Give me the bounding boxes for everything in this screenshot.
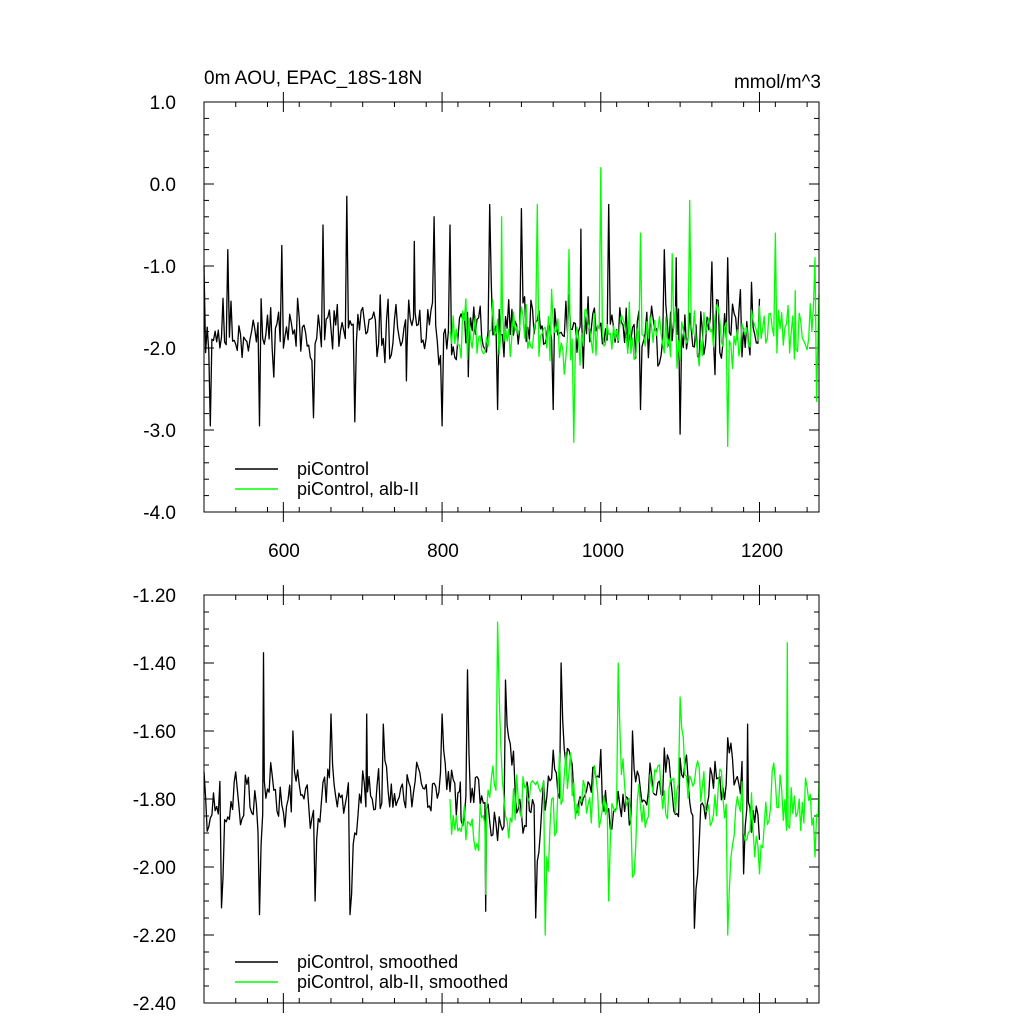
bottom-legend: piControl, smoothed piControl, alb-II, s… — [235, 952, 508, 992]
units-label: mmol/m^3 — [734, 72, 821, 93]
legend-label-picontrol-smoothed: piControl, smoothed — [297, 952, 458, 972]
bottom-panel: -1.20 -1.40 -1.60 -1.80 -2.00 -2.20 -2.4… — [133, 585, 820, 1015]
y-tick-label: -1.60 — [133, 722, 176, 743]
y-tick-label: 0.0 — [150, 175, 176, 196]
y-tick-label: -4.0 — [143, 503, 176, 524]
y-tick-label: -2.0 — [143, 339, 176, 360]
y-tick-label: 1.0 — [150, 93, 176, 114]
y-tick-label: -2.20 — [133, 926, 176, 947]
x-tick-label: 800 — [427, 541, 459, 562]
top-x-tick-labels: 600 800 1000 1200 — [268, 541, 783, 562]
series-line — [203, 652, 761, 929]
y-tick-label: -1.40 — [133, 654, 176, 675]
y-tick-label: -1.20 — [133, 586, 176, 607]
y-tick-label: -2.00 — [133, 858, 176, 879]
bottom-plot-frame — [203, 594, 820, 1004]
x-tick-label: 1200 — [741, 541, 783, 562]
legend-label-picontrol-alb-ii-smoothed: piControl, alb-II, smoothed — [297, 972, 508, 992]
y-tick-label: -3.0 — [143, 421, 176, 442]
series-picontrol-alb-ii-line — [449, 166, 820, 448]
x-tick-label: 600 — [268, 541, 300, 562]
series-picontrol-smoothed-line — [203, 652, 761, 929]
top-y-tick-labels: 1.0 0.0 -1.0 -2.0 -3.0 -4.0 — [143, 93, 176, 524]
series-line — [449, 621, 820, 936]
y-tick-label: -2.40 — [133, 994, 176, 1015]
series-picontrol-alb-ii-smoothed-line — [449, 621, 820, 936]
bottom-axis-ticks — [203, 585, 819, 1013]
y-tick-label: -1.80 — [133, 790, 176, 811]
bottom-y-tick-labels: -1.20 -1.40 -1.60 -1.80 -2.00 -2.20 -2.4… — [133, 586, 176, 1015]
top-legend: piControl piControl, alb-II — [235, 459, 419, 499]
x-tick-label: 1000 — [582, 541, 624, 562]
legend-label-picontrol: piControl — [297, 459, 369, 479]
y-tick-label: -1.0 — [143, 257, 176, 278]
series-line — [449, 166, 820, 448]
top-plot-frame — [203, 101, 820, 513]
top-panel: 0m AOU, EPAC_18S-18N mmol/m^3 1.0 0.0 -1… — [143, 68, 821, 562]
series-picontrol-line — [203, 195, 761, 435]
chart-title: 0m AOU, EPAC_18S-18N — [204, 68, 422, 89]
legend-label-picontrol-alb-ii: piControl, alb-II — [297, 479, 419, 499]
top-axis-ticks — [203, 92, 819, 522]
series-line — [203, 195, 761, 435]
